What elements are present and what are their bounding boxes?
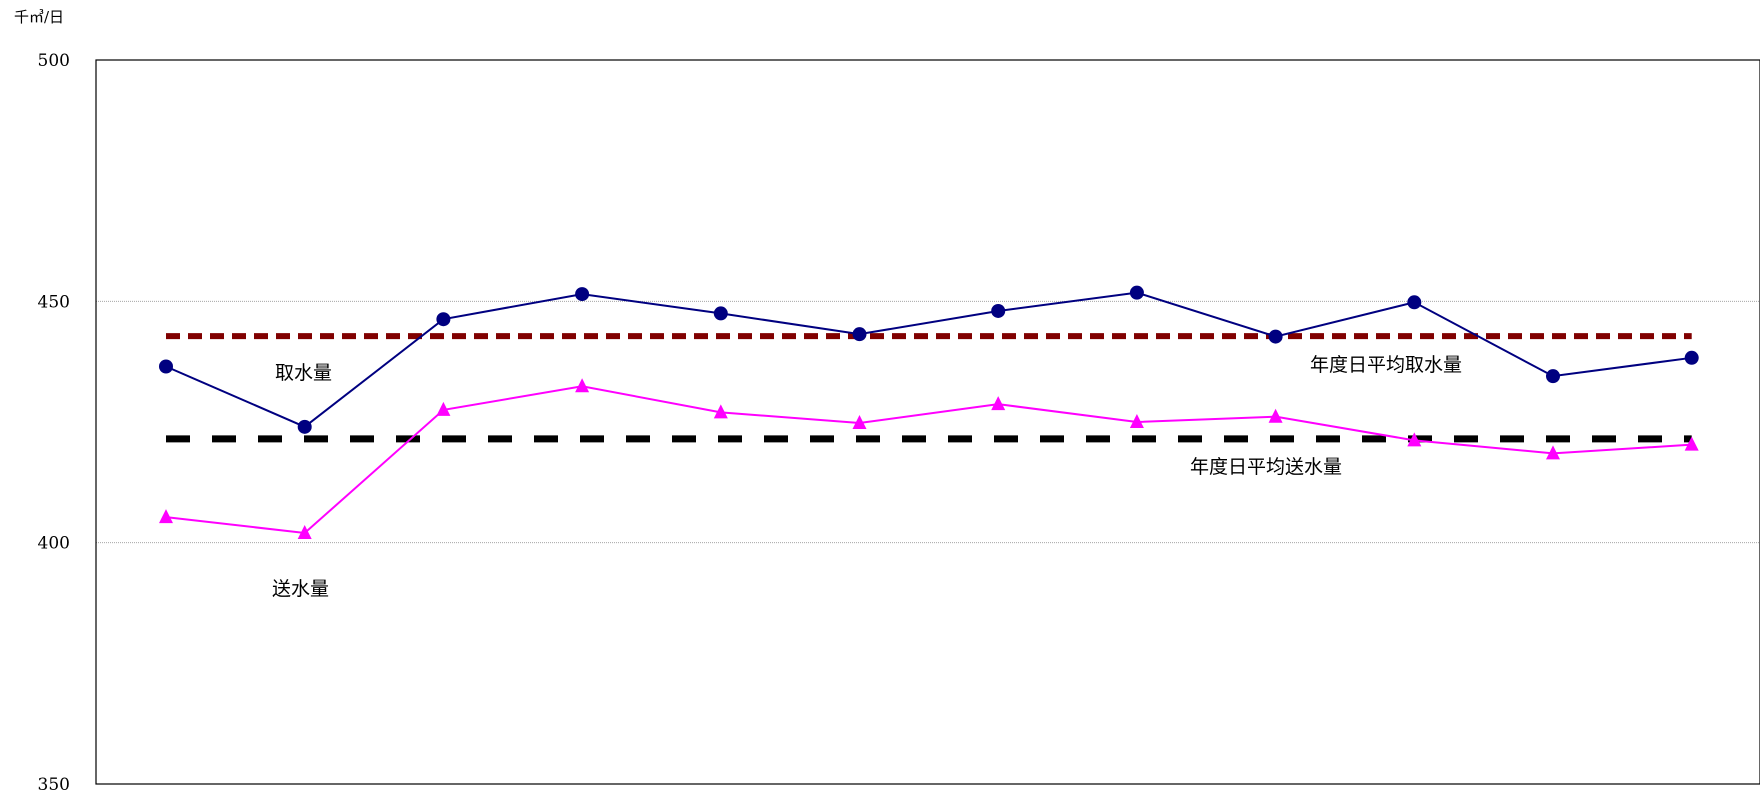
intake-point (852, 327, 867, 342)
series-group (159, 285, 1699, 540)
intake-line (165, 291, 1692, 428)
delivery-point (159, 509, 173, 524)
intake-point (436, 312, 451, 327)
y-tick-label-400: 400 (38, 534, 70, 554)
intake-point (991, 303, 1006, 318)
delivery-point (297, 525, 312, 540)
delivery-point (1268, 408, 1283, 423)
avg-delivery-label: 年度日平均送水量 (1190, 456, 1343, 478)
delivery-point (991, 396, 1006, 411)
y-tick-label-350: 350 (38, 775, 70, 795)
intake-point (1268, 329, 1283, 344)
delivery-point (575, 378, 590, 393)
intake-point (713, 306, 728, 321)
delivery-series (159, 378, 1699, 540)
delivery-point (1129, 414, 1144, 428)
intake-point (1546, 369, 1560, 384)
intake-point (297, 419, 312, 434)
y-tick-label-500: 500 (38, 51, 70, 71)
delivery-point (1546, 445, 1560, 460)
plot-area-border (95, 59, 1760, 785)
y-tick-label-450: 450 (38, 292, 70, 312)
y-axis-ticks: 350 400 450 500 (38, 51, 70, 795)
delivery-point (1407, 432, 1422, 447)
intake-series (159, 285, 1699, 434)
intake-point (1684, 350, 1699, 365)
intake-point (159, 359, 173, 374)
y-unit-label: 千㎥/日 (14, 8, 65, 26)
intake-point (1129, 285, 1144, 300)
grid-lines (96, 300, 1760, 544)
intake-point (1407, 295, 1422, 310)
delivery-point (713, 404, 728, 419)
intake-series-label: 取水量 (275, 362, 333, 384)
intake-point (575, 287, 590, 302)
delivery-point (436, 401, 451, 416)
delivery-series-label: 送水量 (272, 578, 330, 600)
delivery-point (1684, 436, 1699, 451)
delivery-point (852, 414, 867, 429)
avg-intake-label: 年度日平均取水量 (1310, 354, 1463, 376)
delivery-line (165, 385, 1692, 535)
